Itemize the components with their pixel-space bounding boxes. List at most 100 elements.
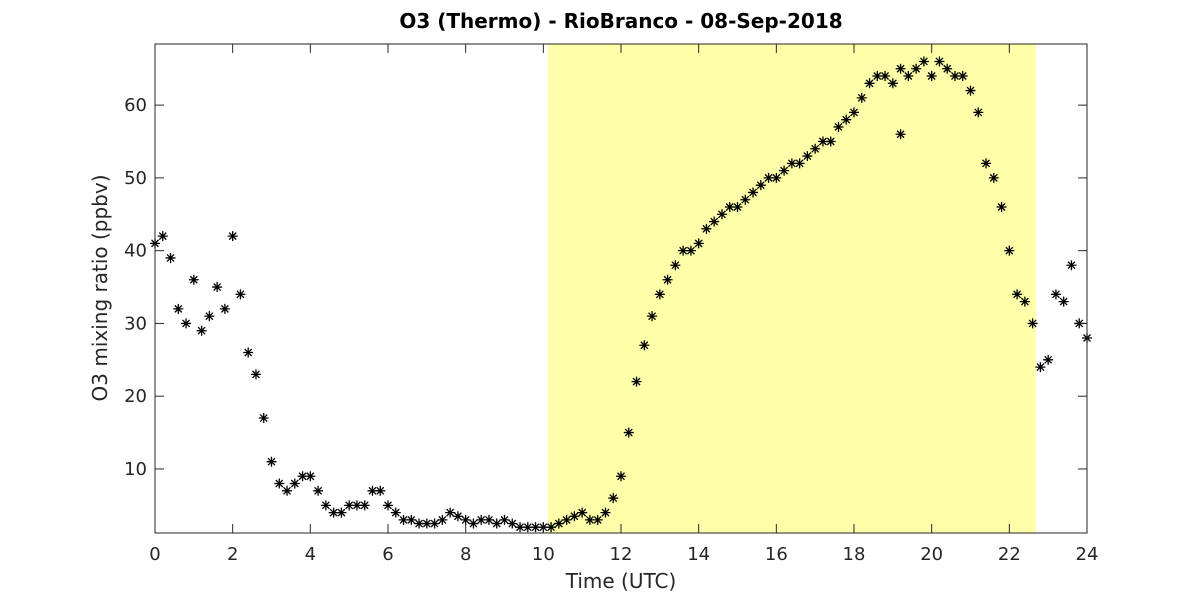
- data-point: [802, 151, 813, 162]
- data-point: [732, 202, 743, 212]
- data-point: [716, 209, 727, 220]
- data-point: [887, 78, 898, 89]
- data-point: [181, 318, 192, 329]
- data-point: [274, 478, 285, 489]
- data-point: [390, 507, 401, 518]
- data-point: [988, 172, 999, 183]
- data-point: [662, 274, 673, 285]
- data-point: [623, 427, 634, 438]
- data-point: [328, 507, 339, 518]
- x-tick-label: 4: [305, 544, 316, 565]
- data-point: [546, 522, 557, 533]
- data-point: [748, 187, 759, 198]
- y-tick-label: 10: [124, 459, 147, 480]
- data-point: [1004, 245, 1015, 256]
- y-tick-label: 50: [124, 168, 147, 189]
- x-tick-label: 20: [920, 544, 943, 565]
- data-point: [258, 413, 269, 424]
- data-point: [833, 121, 844, 132]
- y-tick-label: 60: [124, 95, 147, 116]
- data-point: [227, 231, 238, 242]
- data-point: [483, 514, 494, 525]
- x-tick-label: 12: [610, 544, 633, 565]
- x-tick-label: 18: [843, 544, 866, 565]
- data-point: [235, 289, 246, 300]
- x-tick-label: 24: [1076, 544, 1099, 565]
- data-point: [849, 107, 859, 118]
- data-point: [1050, 289, 1061, 300]
- data-point: [957, 71, 968, 82]
- data-point: [981, 158, 992, 169]
- data-point: [654, 289, 665, 300]
- data-point: [491, 518, 502, 529]
- data-point: [639, 340, 650, 351]
- data-point: [608, 493, 619, 504]
- data-point: [243, 347, 254, 358]
- data-point: [383, 500, 393, 511]
- data-point: [196, 325, 207, 336]
- x-axis-label: Time (UTC): [565, 569, 677, 593]
- data-point: [452, 511, 463, 522]
- data-point: [165, 252, 176, 263]
- data-point: [561, 514, 572, 525]
- data-point: [305, 471, 316, 482]
- data-point: [949, 71, 960, 82]
- data-point: [507, 518, 518, 529]
- data-point: [344, 500, 355, 511]
- data-point: [600, 507, 611, 518]
- y-axis-label: O3 mixing ratio (ppbv): [88, 175, 112, 402]
- data-point: [631, 376, 642, 387]
- data-point: [786, 158, 797, 169]
- data-point: [685, 245, 696, 256]
- data-point: [903, 71, 914, 82]
- data-point: [499, 514, 510, 525]
- data-point: [1058, 296, 1069, 307]
- data-point: [266, 456, 277, 467]
- chart-title: O3 (Thermo) - RioBranco - 08-Sep-2018: [399, 9, 842, 33]
- data-point: [724, 202, 735, 212]
- data-point: [429, 518, 440, 529]
- data-point: [1043, 354, 1054, 365]
- data-point: [157, 231, 168, 242]
- data-point: [320, 500, 331, 511]
- data-point: [367, 485, 378, 496]
- data-point: [1066, 260, 1077, 271]
- data-point: [942, 63, 953, 74]
- data-point: [810, 143, 821, 154]
- data-point: [973, 107, 984, 118]
- data-point: [414, 518, 425, 529]
- data-point: [569, 511, 580, 522]
- data-point: [1012, 289, 1023, 300]
- x-tick-label: 22: [998, 544, 1021, 565]
- data-point: [1035, 362, 1046, 373]
- axes-box: [154, 43, 1088, 534]
- data-point: [763, 172, 774, 183]
- data-point: [530, 522, 541, 533]
- data-point: [282, 485, 293, 496]
- data-point: [250, 369, 261, 380]
- data-point: [841, 114, 852, 125]
- data-point: [701, 223, 712, 234]
- data-point: [895, 129, 906, 140]
- data-point: [297, 471, 308, 482]
- data-point: [771, 172, 782, 183]
- data-point: [755, 180, 766, 191]
- y-tick-label: 30: [124, 313, 147, 334]
- x-tick-label: 8: [460, 544, 471, 565]
- data-point: [188, 274, 199, 285]
- data-point: [647, 311, 658, 322]
- data-point: [421, 518, 432, 529]
- data-point: [918, 56, 929, 67]
- data-point: [1019, 296, 1030, 307]
- plot-area: [150, 44, 1092, 533]
- y-tick-label: 20: [124, 386, 147, 407]
- data-point: [406, 514, 417, 525]
- data-point: [825, 136, 836, 147]
- data-point: [670, 260, 681, 271]
- x-tick-label: 2: [227, 544, 238, 565]
- data-point: [313, 485, 324, 496]
- data-point: [678, 245, 689, 256]
- data-point: [468, 518, 479, 529]
- data-point: [460, 514, 471, 525]
